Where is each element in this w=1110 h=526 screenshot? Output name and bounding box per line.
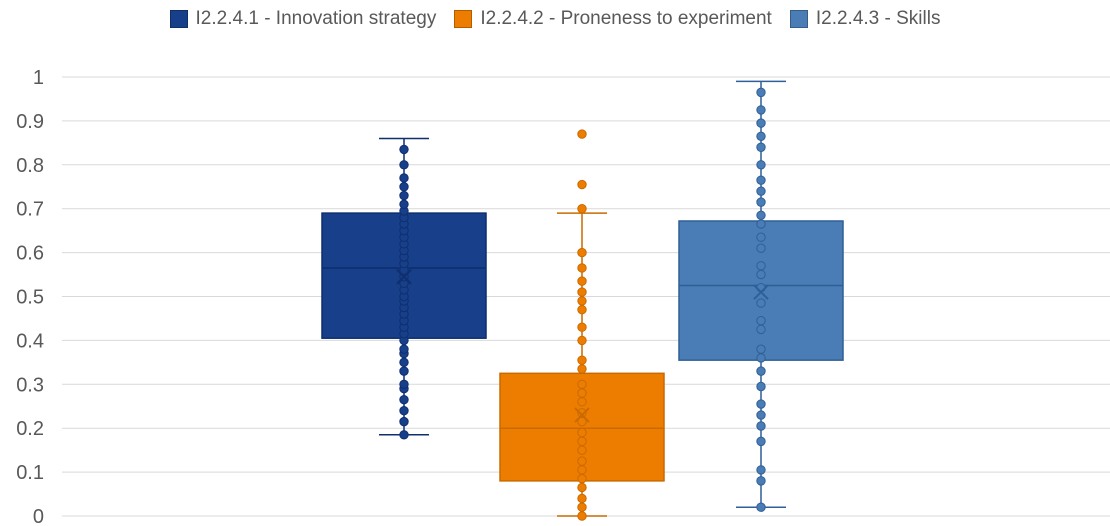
data-point-skills: [756, 366, 766, 376]
data-point-proneness-to-experiment: [577, 364, 587, 374]
data-point-skills: [756, 353, 766, 363]
data-point-innovation-strategy: [399, 160, 409, 170]
data-point-innovation-strategy: [399, 190, 409, 201]
data-point-innovation-strategy: [399, 394, 409, 405]
data-point-skills: [756, 381, 766, 392]
data-point-innovation-strategy: [399, 430, 409, 440]
data-point-proneness-to-experiment: [577, 129, 587, 139]
data-point-proneness-to-experiment: [577, 493, 587, 504]
data-point-proneness-to-experiment: [577, 287, 587, 297]
data-point-proneness-to-experiment: [577, 397, 587, 407]
data-point-proneness-to-experiment: [577, 247, 587, 258]
data-point-proneness-to-experiment: [577, 436, 587, 447]
data-point-skills: [756, 283, 766, 293]
data-point-proneness-to-experiment: [577, 379, 587, 389]
data-point-skills: [756, 269, 766, 280]
legend-label-innovation-strategy: I2.2.4.1 - Innovation strategy: [195, 8, 437, 29]
data-point-proneness-to-experiment: [577, 296, 587, 306]
data-point-proneness-to-experiment: [577, 335, 587, 346]
y-tick-label: 0.5: [16, 287, 44, 309]
data-point-innovation-strategy: [399, 357, 409, 368]
data-point-proneness-to-experiment: [577, 388, 587, 398]
data-point-innovation-strategy: [399, 199, 409, 210]
mean-marker-innovation-strategy: [396, 269, 412, 285]
data-point-proneness-to-experiment: [577, 502, 587, 512]
data-point-skills: [756, 298, 766, 308]
y-tick-label: 0: [33, 506, 44, 526]
data-point-proneness-to-experiment: [577, 427, 587, 438]
data-point-proneness-to-experiment: [577, 204, 587, 214]
data-point-skills: [756, 436, 766, 447]
data-point-skills: [756, 421, 766, 431]
y-tick-label: 0.7: [16, 199, 44, 221]
y-tick-label: 0.6: [16, 243, 44, 265]
data-point-innovation-strategy: [399, 405, 409, 416]
data-point-innovation-strategy: [399, 366, 409, 376]
data-point-innovation-strategy: [399, 173, 409, 183]
legend-swatch-skills: [789, 10, 808, 28]
y-tick-label: 1: [33, 67, 44, 89]
data-point-skills: [756, 210, 766, 220]
data-point-skills: [756, 399, 766, 409]
data-point-skills: [756, 175, 766, 185]
data-point-proneness-to-experiment: [577, 276, 587, 286]
data-point-skills: [756, 465, 766, 475]
data-point-innovation-strategy: [399, 144, 409, 155]
data-point-proneness-to-experiment: [577, 511, 587, 521]
data-point-proneness-to-experiment: [577, 456, 587, 466]
data-point-skills: [756, 118, 766, 128]
data-point-skills: [756, 87, 766, 98]
data-point-skills: [756, 476, 766, 486]
data-point-skills: [756, 243, 766, 253]
legend-swatch-innovation-strategy: [169, 10, 188, 28]
data-point-skills: [756, 344, 766, 354]
data-point-proneness-to-experiment: [577, 322, 587, 332]
y-tick-label: 0.2: [16, 418, 44, 440]
legend-item-proneness-to-experiment[interactable]: I2.2.4.2 - Proneness to experiment: [454, 8, 772, 30]
y-tick-label: 0.3: [16, 374, 44, 396]
data-point-skills: [756, 131, 766, 141]
data-point-skills: [756, 219, 766, 229]
data-point-proneness-to-experiment: [577, 263, 587, 273]
data-point-skills: [756, 324, 766, 335]
y-tick-label: 0.1: [16, 462, 44, 484]
data-point-proneness-to-experiment: [577, 304, 587, 315]
data-point-proneness-to-experiment: [577, 179, 587, 190]
y-tick-label: 0.8: [16, 155, 44, 177]
legend-item-innovation-strategy[interactable]: I2.2.4.1 - Innovation strategy: [169, 8, 437, 30]
data-point-skills: [756, 502, 766, 512]
data-point-skills: [756, 186, 766, 196]
chart-legend: I2.2.4.1 - Innovation strategy I2.2.4.2 …: [0, 8, 1110, 30]
data-point-proneness-to-experiment: [577, 465, 587, 475]
data-point-skills: [756, 261, 766, 271]
data-point-innovation-strategy: [399, 379, 409, 389]
mean-marker-proneness-to-experiment: [574, 407, 590, 423]
data-point-proneness-to-experiment: [577, 482, 587, 493]
data-point-skills: [756, 197, 766, 207]
data-point-innovation-strategy: [399, 344, 409, 354]
data-point-skills: [756, 105, 766, 115]
y-tick-label: 0.4: [16, 330, 44, 352]
data-point-proneness-to-experiment: [577, 473, 587, 484]
data-point-innovation-strategy: [399, 182, 409, 192]
data-point-proneness-to-experiment: [577, 355, 587, 365]
legend-item-skills[interactable]: I2.2.4.3 - Skills: [789, 8, 941, 30]
data-point-skills: [756, 232, 766, 242]
legend-label-skills: I2.2.4.3 - Skills: [815, 8, 941, 29]
data-point-skills: [756, 410, 766, 420]
y-tick-label: 0.9: [16, 111, 44, 133]
data-point-skills: [756, 142, 766, 152]
legend-swatch-proneness-to-experiment: [454, 10, 473, 28]
legend-label-proneness-to-experiment: I2.2.4.2 - Proneness to experiment: [480, 8, 772, 29]
data-point-proneness-to-experiment: [577, 408, 587, 418]
data-point-proneness-to-experiment: [577, 445, 587, 455]
data-point-skills: [756, 315, 766, 326]
mean-marker-skills: [753, 284, 769, 300]
data-point-skills: [756, 160, 766, 170]
data-point-innovation-strategy: [399, 416, 409, 427]
